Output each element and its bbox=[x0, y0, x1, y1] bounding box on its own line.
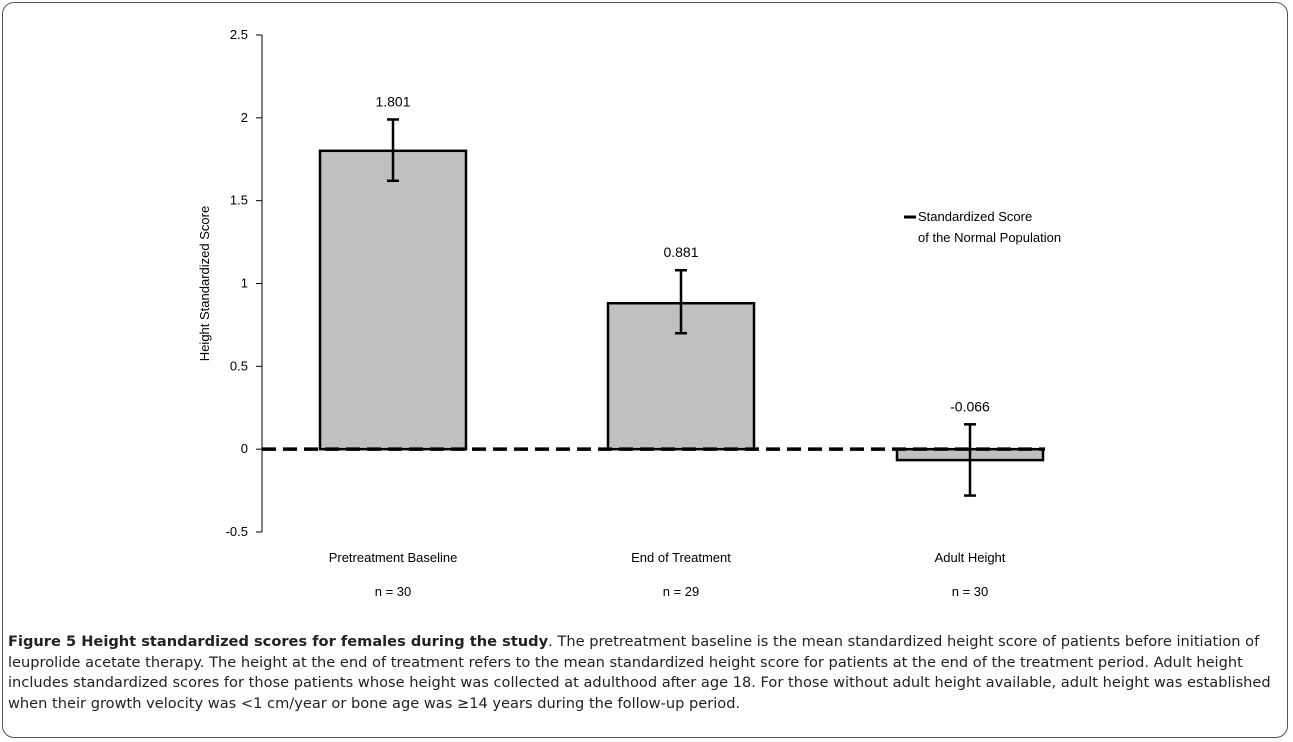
figure-caption: Figure 5 Height standardized scores for … bbox=[8, 632, 1280, 714]
category-label-1: End of Treatment bbox=[631, 550, 731, 565]
y-tick-label-2: 1.5 bbox=[230, 193, 248, 208]
data-label-1: 0.881 bbox=[663, 244, 698, 260]
bar-0 bbox=[318, 149, 468, 451]
data-label-0: 1.801 bbox=[375, 93, 410, 109]
y-axis-label: Height Standardized Score bbox=[197, 206, 212, 361]
y-tick-label-1: 2 bbox=[241, 110, 248, 125]
n-label-1: n = 29 bbox=[663, 584, 700, 599]
n-label-0: n = 30 bbox=[375, 584, 412, 599]
bar-chart: 2.5 2 1.5 1 0.5 0 -0.5 Height Standardized Scor… bbox=[197, 27, 1061, 599]
legend-label-line1: Standardized Score bbox=[918, 209, 1032, 224]
caption-text: . The pretreatment baseline is the mean … bbox=[8, 633, 1271, 712]
y-tick-label-0: 2.5 bbox=[230, 27, 248, 42]
y-tick-label-6: -0.5 bbox=[226, 524, 248, 539]
caption-label: Figure 5 Height standardized scores for … bbox=[8, 633, 549, 650]
y-tick-label-4: 0.5 bbox=[230, 358, 248, 373]
category-label-0: Pretreatment Baseline bbox=[329, 550, 458, 565]
y-tick-label-3: 1 bbox=[241, 276, 248, 291]
data-label-2: -0.066 bbox=[950, 398, 990, 414]
category-label-2: Adult Height bbox=[935, 550, 1006, 565]
y-tick-label-5: 0 bbox=[241, 441, 248, 456]
n-label-2: n = 30 bbox=[952, 584, 989, 599]
legend-label-line2: of the Normal Population bbox=[918, 230, 1061, 245]
